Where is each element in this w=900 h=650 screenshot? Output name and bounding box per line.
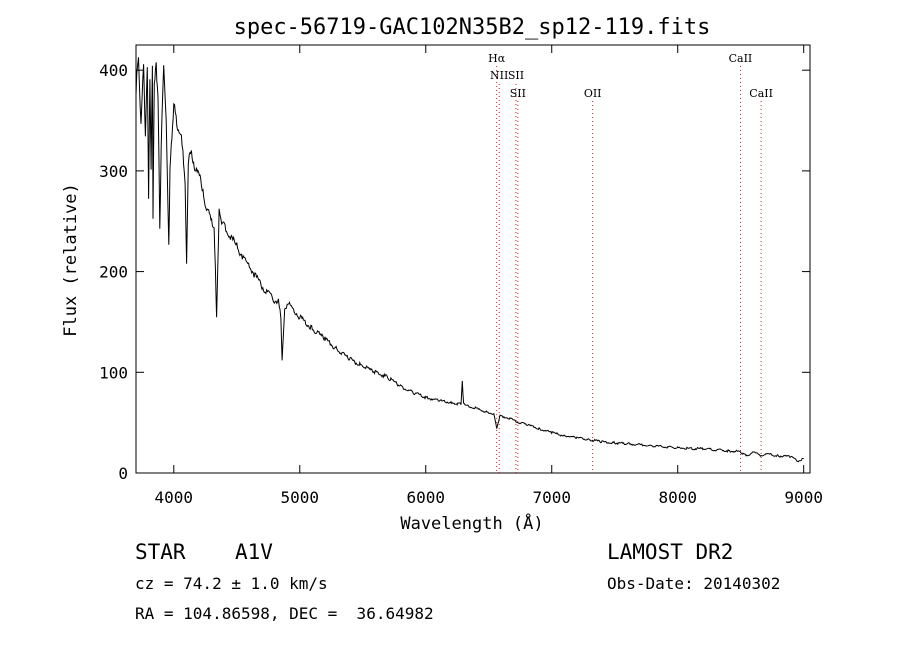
line-marker-label: Hα bbox=[488, 52, 506, 65]
line-marker-label: OII bbox=[584, 87, 602, 100]
survey-name: LAMOST DR2 bbox=[607, 540, 734, 564]
x-tick-label: 5000 bbox=[281, 488, 320, 507]
line-marker-label: CaII bbox=[729, 52, 753, 65]
x-tick-label: 6000 bbox=[406, 488, 445, 507]
spectrum-series-line bbox=[135, 57, 805, 463]
y-tick-label: 300 bbox=[99, 162, 128, 181]
line-marker-label: CaII bbox=[749, 87, 773, 100]
x-tick-label: 8000 bbox=[658, 488, 697, 507]
spectral-subclass: A1V bbox=[235, 540, 273, 564]
y-tick-label: 100 bbox=[99, 363, 128, 382]
line-marker-label: SII bbox=[510, 87, 526, 100]
y-tick-label: 400 bbox=[99, 61, 128, 80]
plot-frame bbox=[135, 44, 811, 474]
x-tick-label: 4000 bbox=[155, 488, 194, 507]
y-tick-label: 0 bbox=[118, 464, 128, 483]
spectral-line-markers: Hα NII SII SII OII CaII CaII bbox=[488, 52, 773, 473]
object-class: STAR bbox=[135, 540, 186, 564]
x-axis-ticks: 4000 5000 6000 7000 8000 9000 bbox=[155, 45, 823, 507]
y-axis-ticks: 0 100 200 300 400 bbox=[99, 61, 810, 483]
x-tick-label: 9000 bbox=[784, 488, 823, 507]
x-tick-label: 7000 bbox=[532, 488, 571, 507]
observation-date: Obs-Date: 20140302 bbox=[607, 574, 781, 593]
y-axis-label: Flux (relative) bbox=[61, 183, 81, 337]
line-marker-label: NII bbox=[490, 69, 508, 82]
y-tick-label: 200 bbox=[99, 263, 128, 282]
x-axis-label: Wavelength (Å) bbox=[400, 512, 543, 534]
redshift-value: cz = 74.2 ± 1.0 km/s bbox=[135, 574, 328, 593]
sky-coordinates: RA = 104.86598, DEC = 36.64982 bbox=[135, 604, 434, 623]
chart-title: spec-56719-GAC102N35B2_sp12-119.fits bbox=[234, 15, 711, 40]
line-marker-label: SII bbox=[508, 69, 524, 82]
